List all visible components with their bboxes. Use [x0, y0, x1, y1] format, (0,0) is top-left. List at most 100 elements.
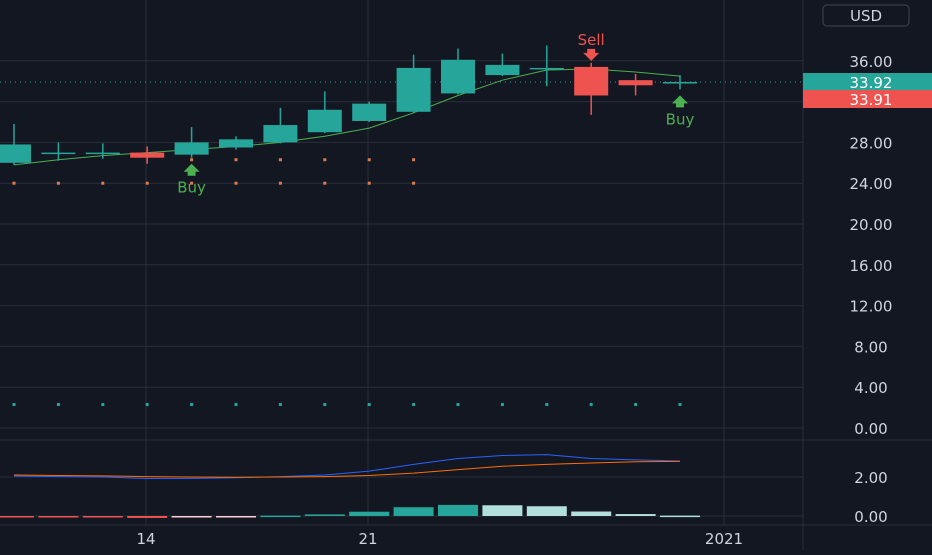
time-tick-label: 14 — [136, 530, 155, 548]
buy-arrow-icon — [183, 163, 200, 176]
dotted-level-green-point — [145, 403, 149, 407]
candle-body — [485, 64, 520, 76]
dotted-level-green-point — [190, 403, 194, 407]
histogram-bar — [615, 514, 656, 516]
histogram-bar — [171, 516, 212, 518]
dotted-level-upper-point — [323, 158, 327, 162]
dotted-level-green-point — [323, 403, 327, 407]
candle-body — [0, 144, 31, 163]
macd-tick-label: 2.00 — [854, 469, 887, 487]
price-tick-label: 0.00 — [854, 420, 887, 438]
histogram-bar — [82, 516, 123, 518]
histogram-bar — [0, 516, 34, 518]
currency-button[interactable]: USD — [850, 7, 882, 25]
candle-body — [85, 152, 120, 155]
time-tick-label: 21 — [358, 530, 377, 548]
macd-tick-label: 0.00 — [854, 508, 887, 526]
candle-body — [441, 59, 475, 94]
time-tick-label: 2021 — [705, 530, 743, 548]
price-tick-label: 20.00 — [850, 216, 893, 234]
candle-body — [307, 109, 342, 133]
candle-body — [529, 67, 564, 70]
histogram-bar — [571, 511, 612, 516]
dotted-level-lower-point — [234, 181, 238, 185]
dotted-level-lower-point — [278, 181, 282, 185]
dotted-level-green-point — [101, 403, 105, 407]
price-tick-label: 12.00 — [850, 298, 893, 316]
candle-body — [219, 139, 253, 148]
macd-pane — [0, 454, 700, 518]
buy-label: Buy — [666, 110, 695, 128]
price-tick-label: 28.00 — [850, 134, 893, 152]
dotted-level-lower-point — [56, 181, 60, 185]
dotted-level-lower-point — [412, 181, 416, 185]
histogram-bar — [438, 504, 478, 516]
histogram-bar — [304, 514, 345, 516]
dotted-level-green-point — [678, 403, 682, 407]
dotted-level-green-point — [278, 403, 282, 407]
histogram-bar — [526, 506, 567, 516]
dotted-level-green-point — [456, 403, 460, 407]
candle-body — [574, 66, 609, 96]
candle-body — [263, 125, 298, 143]
dotted-level-lower-point — [323, 181, 327, 185]
candle-body — [352, 103, 387, 121]
dotted-level-upper-point — [234, 158, 238, 162]
currency-button-frame[interactable] — [822, 4, 910, 27]
histogram-bar — [482, 505, 523, 516]
candle-body — [396, 67, 431, 112]
overlay: USD — [822, 4, 910, 27]
histogram-bar — [260, 515, 301, 518]
buy-label: Buy — [177, 179, 206, 197]
price-tick-label: 36.00 — [850, 53, 893, 71]
price-tick-label: 24.00 — [850, 175, 893, 193]
candle-body — [174, 142, 209, 155]
histogram-bar — [38, 516, 79, 518]
dotted-level-green-point — [367, 403, 371, 407]
candle-body — [618, 80, 653, 86]
last-price-tag: 33.92 — [850, 74, 893, 92]
dotted-level-lower-point — [367, 181, 371, 185]
previous-price-tag-bg — [803, 90, 932, 109]
dotted-level-green-point — [234, 403, 238, 407]
price-pane: Buy Sell Buy — [0, 31, 803, 407]
sell-label: Sell — [578, 31, 605, 49]
price-axis[interactable]: 36.0032.0028.0024.0020.0016.0012.008.004… — [803, 53, 932, 526]
sell-arrow-icon — [583, 48, 600, 61]
histogram-bar — [127, 516, 168, 518]
dotted-level-upper-point — [412, 158, 416, 162]
dotted-level-green-point — [12, 403, 16, 407]
price-tick-label: 16.00 — [850, 257, 893, 275]
dotted-level-upper-point — [278, 158, 282, 162]
dotted-level-lower-point — [12, 181, 16, 185]
histogram-bar — [393, 507, 434, 516]
moving-average-line — [13, 68, 681, 166]
dotted-level-green-point — [634, 403, 638, 407]
dotted-level-upper-point — [367, 158, 371, 162]
dotted-level-green-point — [412, 403, 416, 407]
signal-line — [13, 460, 681, 478]
last-price-tag-bg — [803, 73, 932, 92]
dotted-level-green-point — [589, 403, 593, 407]
dotted-level-green-point — [500, 403, 504, 407]
dotted-level-lower-point — [145, 181, 149, 185]
dotted-level-green-point — [56, 403, 60, 407]
dotted-level-lower-point — [190, 181, 194, 185]
time-axis[interactable]: 14 21 2021 — [136, 530, 743, 548]
macd-line — [13, 454, 681, 480]
dotted-level-green-point — [545, 403, 549, 407]
buy-arrow-icon — [672, 95, 688, 108]
histogram-bar — [349, 511, 390, 516]
histogram-bar — [216, 516, 256, 518]
histogram-bar — [660, 515, 700, 518]
candle-body — [130, 152, 165, 158]
candle-body — [663, 82, 697, 84]
previous-price-tag: 33.91 — [850, 91, 893, 109]
candle-body — [41, 152, 76, 155]
price-tick-label: 4.00 — [854, 379, 887, 397]
dotted-level-upper-point — [190, 158, 194, 162]
dotted-level-lower-point — [101, 181, 105, 185]
price-tick-label: 8.00 — [854, 338, 887, 356]
